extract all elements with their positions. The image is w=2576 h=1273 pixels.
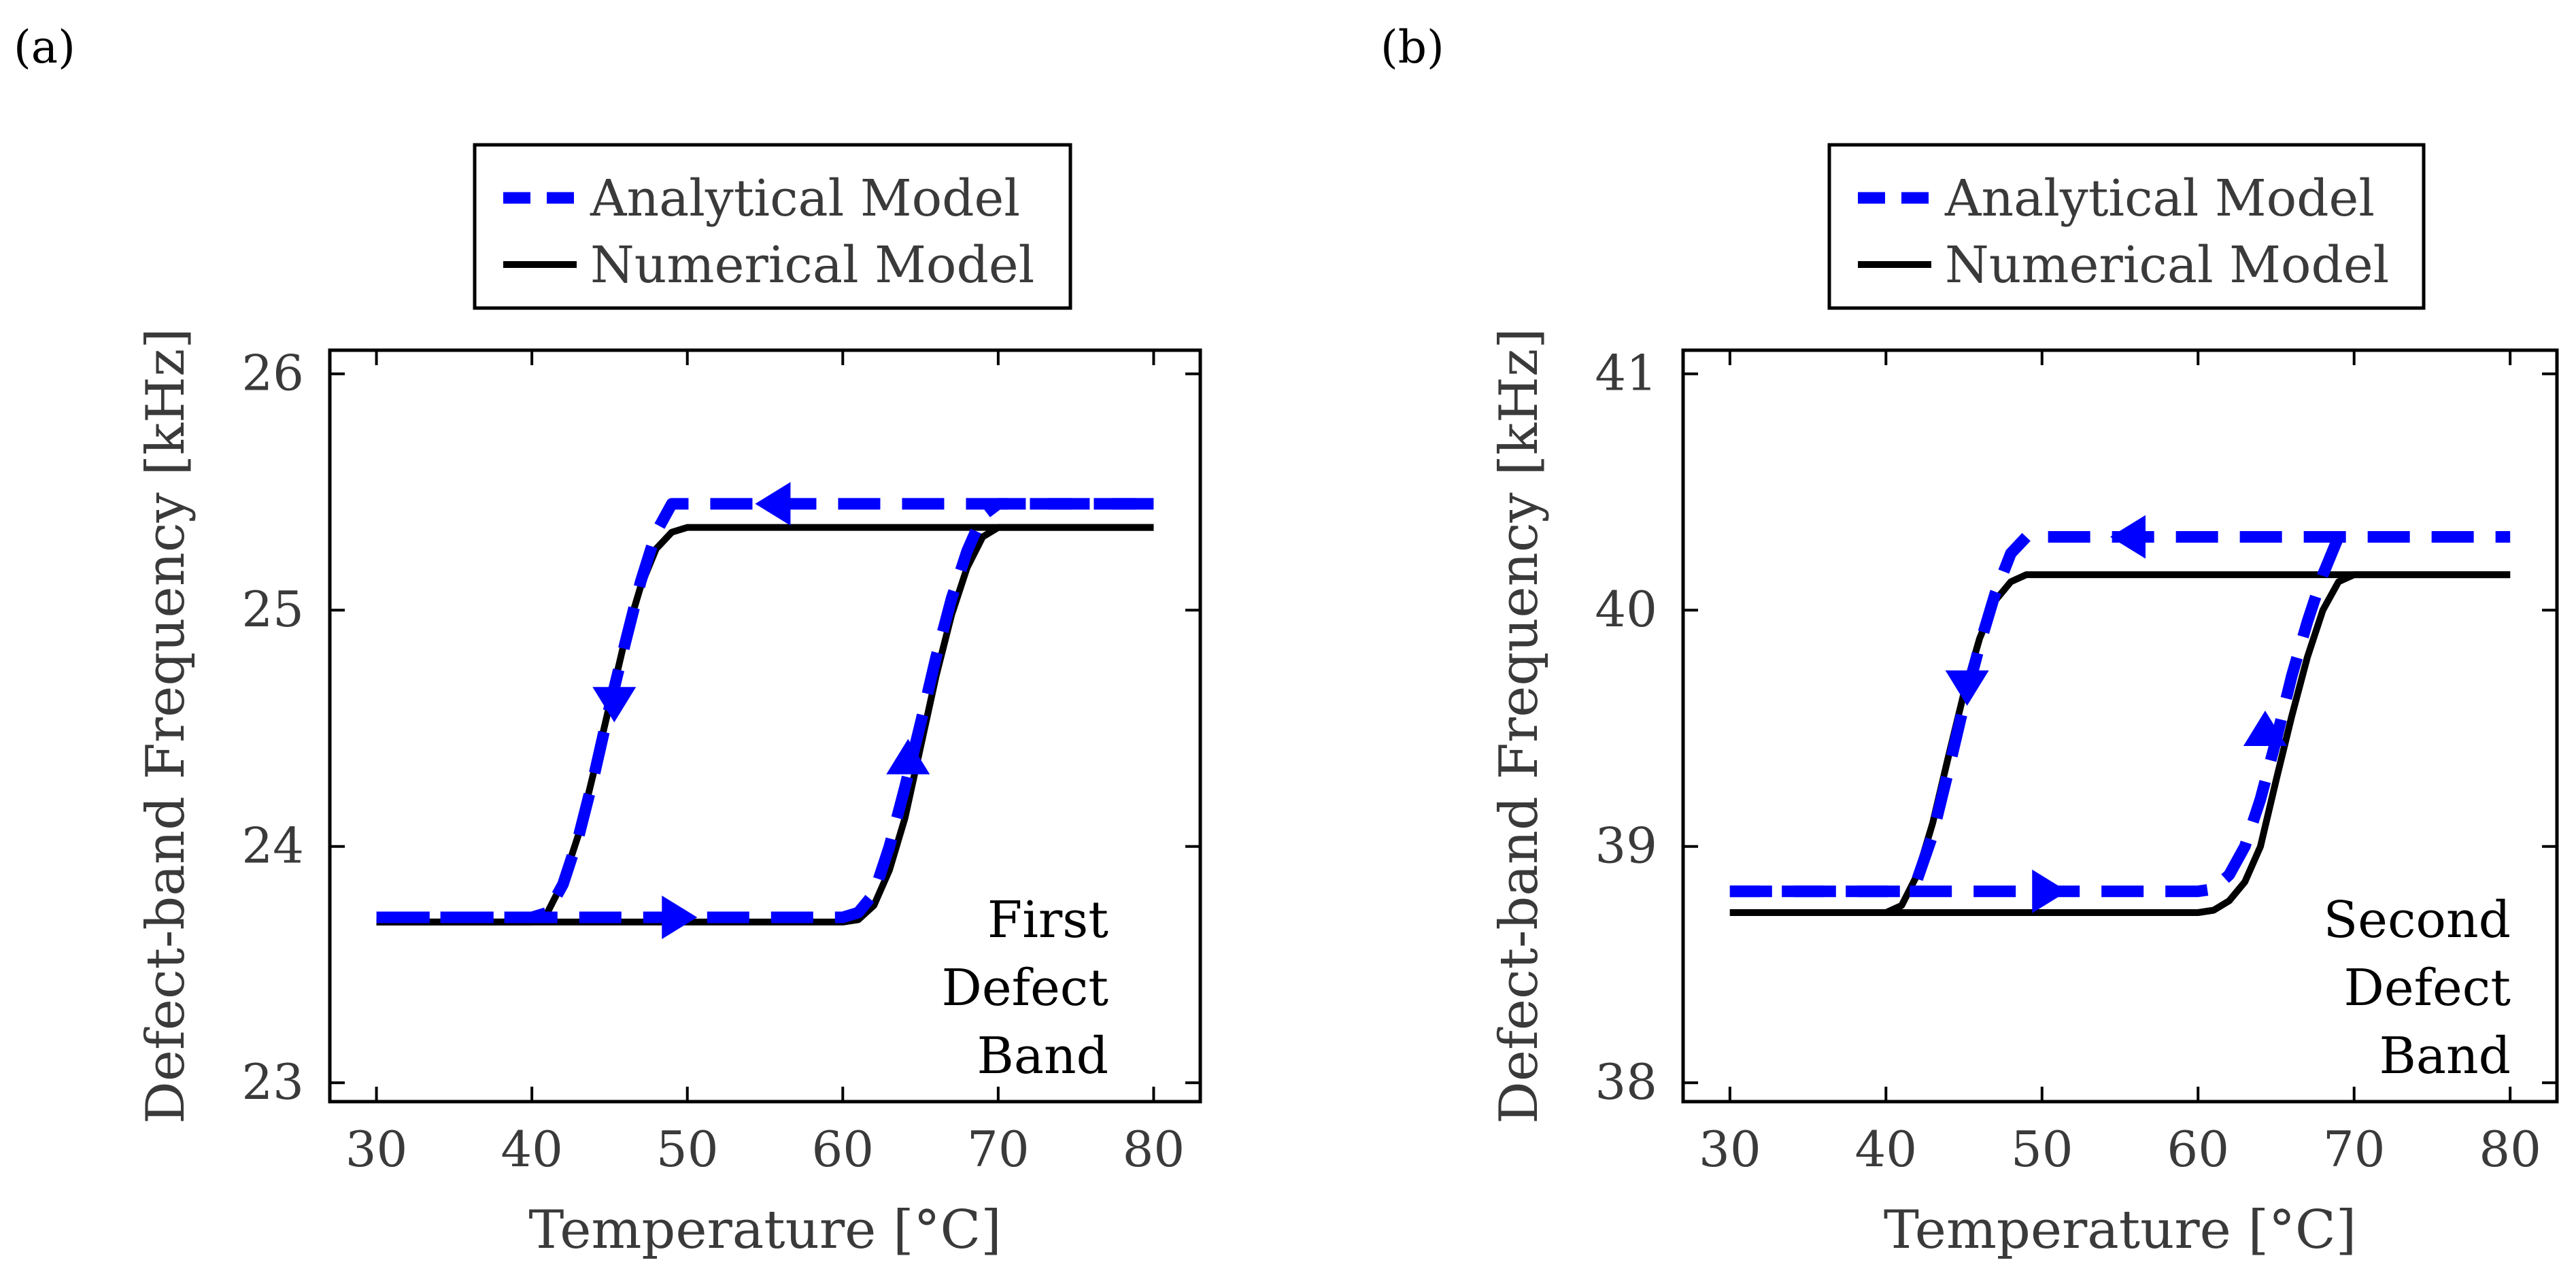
numerical-model-line-heating xyxy=(377,528,1154,922)
panel-label: (a) xyxy=(14,21,75,73)
defect-band-annotation: Band xyxy=(2379,1027,2511,1085)
panel-label: (b) xyxy=(1380,21,1444,73)
defect-band-annotation: First xyxy=(987,891,1108,949)
analytical-model-line-heating xyxy=(1730,537,2510,892)
y-tick-label: 23 xyxy=(241,1053,304,1110)
legend-entry: Numerical Model xyxy=(1945,236,2389,294)
direction-arrow-left xyxy=(755,482,790,526)
x-tick-label: 50 xyxy=(656,1121,719,1178)
numerical-model-line-cooling xyxy=(1730,575,2510,913)
y-tick-label: 24 xyxy=(241,817,304,875)
x-tick-label: 40 xyxy=(1854,1121,1917,1178)
series-group xyxy=(1730,537,2510,913)
y-tick-label: 39 xyxy=(1595,817,1657,875)
figure-canvas: (a) 30 40 50 60 70 80 23 24 25 26 Temperature [°C] D… xyxy=(0,0,2576,1273)
series-group xyxy=(377,504,1154,922)
x-axis-title: Temperature [°C] xyxy=(528,1200,1001,1261)
direction-arrow-down xyxy=(592,687,636,722)
y-axis-title: Defect-band Frequency [kHz] xyxy=(135,328,197,1123)
panel-a: (a) 30 40 50 60 70 80 23 24 25 26 Temperature [°C] D… xyxy=(14,21,1200,1261)
defect-band-annotation: Defect xyxy=(942,959,1109,1017)
panel-b: (b) 30 40 50 60 70 80 38 39 40 41 Temperature [°C] D… xyxy=(1380,21,2557,1261)
numerical-model-line-heating xyxy=(1730,575,2510,913)
y-tick-label: 40 xyxy=(1595,581,1657,638)
x-tick-label: 70 xyxy=(2323,1121,2386,1178)
x-tick-label: 70 xyxy=(967,1121,1030,1178)
direction-arrow-left xyxy=(2110,515,2146,559)
y-axis-title: Defect-band Frequency [kHz] xyxy=(1489,328,1550,1123)
analytical-model-line-heating xyxy=(377,504,1154,917)
y-tick-label: 26 xyxy=(241,345,304,402)
analytical-model-line-cooling xyxy=(1730,537,2339,892)
y-tick-label: 25 xyxy=(241,581,304,638)
analytical-model-line-cooling xyxy=(377,504,1154,917)
x-tick-label: 60 xyxy=(2167,1121,2229,1178)
legend-entry: Numerical Model xyxy=(590,236,1034,294)
defect-band-annotation: Second xyxy=(2323,891,2511,949)
x-tick-label: 30 xyxy=(1699,1121,1761,1178)
legend-entry: Analytical Model xyxy=(1944,169,2375,228)
defect-band-annotation: Defect xyxy=(2344,959,2511,1017)
x-tick-label: 50 xyxy=(2011,1121,2073,1178)
direction-arrow-down xyxy=(1946,671,1989,706)
numerical-model-line-cooling xyxy=(377,528,1154,922)
x-tick-label: 80 xyxy=(2479,1121,2541,1178)
x-tick-label: 40 xyxy=(501,1121,563,1178)
direction-arrow-right xyxy=(662,896,697,939)
defect-band-annotation: Band xyxy=(977,1027,1108,1085)
y-tick-label: 41 xyxy=(1595,345,1657,402)
x-tick-label: 60 xyxy=(811,1121,874,1178)
direction-arrow-right xyxy=(2032,870,2067,913)
y-tick-label: 38 xyxy=(1595,1053,1657,1110)
legend-entry: Analytical Model xyxy=(590,169,1020,228)
x-tick-label: 80 xyxy=(1123,1121,1185,1178)
x-axis-title: Temperature [°C] xyxy=(1884,1200,2356,1261)
x-tick-label: 30 xyxy=(345,1121,408,1178)
